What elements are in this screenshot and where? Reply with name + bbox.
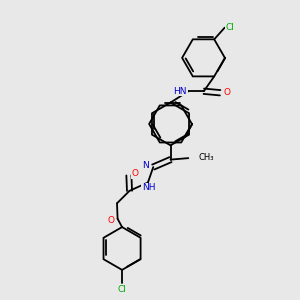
Text: O: O — [108, 216, 115, 225]
Text: O: O — [223, 88, 230, 97]
Text: N: N — [142, 161, 149, 170]
Text: CH₃: CH₃ — [199, 153, 214, 162]
Text: Cl: Cl — [226, 23, 234, 32]
Text: NH: NH — [142, 183, 155, 192]
Text: Cl: Cl — [118, 285, 127, 294]
Text: HN: HN — [174, 87, 187, 96]
Text: O: O — [132, 169, 139, 178]
